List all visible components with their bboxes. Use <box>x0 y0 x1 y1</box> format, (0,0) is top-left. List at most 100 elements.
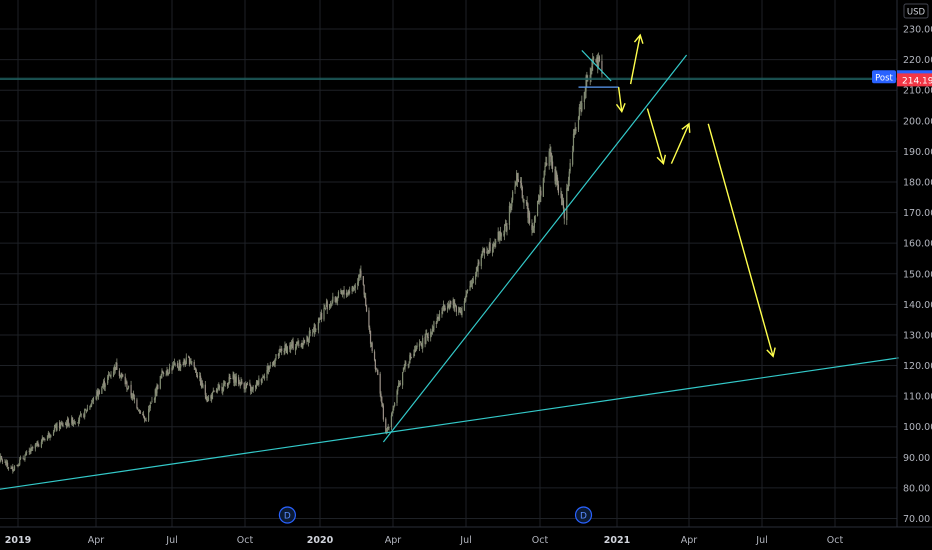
candle-body <box>272 362 274 367</box>
candle-body <box>449 301 451 308</box>
candle-body <box>182 364 184 365</box>
candle-body <box>318 318 320 322</box>
candle-body <box>101 387 103 394</box>
candle-body <box>290 344 293 347</box>
candle-body <box>465 294 467 298</box>
candle-body <box>38 445 40 447</box>
dividend-marker[interactable] <box>278 506 296 524</box>
candle-body <box>363 284 365 295</box>
arrow-head <box>656 154 667 166</box>
currency-badge[interactable] <box>903 3 929 19</box>
candle-body <box>499 231 501 240</box>
candle-body <box>385 418 387 434</box>
candle-body <box>303 340 305 345</box>
candle-body <box>341 291 343 294</box>
y-tick-label: 220.00 <box>903 55 932 66</box>
candle-body <box>410 357 413 358</box>
candle-body <box>125 382 127 384</box>
candle-body <box>11 466 13 469</box>
candle-body <box>394 403 396 407</box>
candle-body <box>459 310 461 313</box>
candle-body <box>31 447 33 449</box>
candle-body <box>340 290 342 293</box>
candle-body <box>221 386 223 391</box>
candle-body <box>514 185 516 190</box>
x-tick-label: 2019 <box>5 535 31 546</box>
candle-body <box>377 369 379 375</box>
y-tick-label: 170.00 <box>903 208 932 219</box>
candle-body <box>183 360 185 364</box>
arrow-shaft <box>646 108 665 164</box>
candle-body <box>458 306 460 313</box>
candle-body <box>55 425 57 430</box>
candle-body <box>477 262 479 272</box>
candle-body <box>334 297 336 303</box>
candle-body <box>199 376 201 378</box>
candle-body <box>416 345 418 348</box>
candle-body <box>376 370 378 372</box>
candle-body <box>193 362 195 368</box>
candle-body <box>373 351 376 361</box>
candle-body <box>424 336 426 344</box>
x-tick-label: Apr <box>681 535 698 546</box>
candle-body <box>277 353 280 356</box>
candle-body <box>286 346 288 354</box>
candle-body <box>114 367 116 371</box>
candle-body <box>153 398 156 401</box>
candle-body <box>466 292 468 294</box>
candle-body <box>581 102 583 111</box>
candle-body <box>435 322 437 325</box>
candle-body <box>167 369 169 373</box>
candle-body <box>255 382 258 388</box>
last-price-badge <box>897 73 932 87</box>
candle-body <box>137 408 139 410</box>
candle-body <box>382 405 384 420</box>
candle-body <box>156 385 158 394</box>
candle-body <box>545 162 547 166</box>
candle-body <box>543 171 545 178</box>
candle-body <box>50 435 52 437</box>
candle-body <box>245 384 247 390</box>
x-tick-label: Jul <box>459 535 471 546</box>
candle-body <box>28 450 30 452</box>
candle-body <box>91 400 94 403</box>
candle-body <box>251 387 253 389</box>
x-tick-label: Jul <box>755 535 767 546</box>
candle-body <box>207 399 209 402</box>
candle-body <box>246 383 248 387</box>
candle-body <box>555 171 557 182</box>
candle-body <box>359 269 361 276</box>
candle-body <box>525 200 527 202</box>
dividend-marker[interactable] <box>574 506 593 524</box>
candle-body <box>325 302 328 307</box>
candle-body <box>201 380 203 388</box>
candle-body <box>34 444 36 449</box>
candle-body <box>84 409 86 417</box>
candle-body <box>402 367 405 371</box>
candle-body <box>499 231 502 237</box>
candle-body <box>49 436 51 438</box>
candle-body <box>219 386 221 388</box>
candle-body <box>157 384 159 390</box>
candle-body <box>580 107 582 112</box>
candle-body <box>59 423 62 429</box>
candle-body <box>520 180 522 183</box>
x-tick-label: 2020 <box>307 535 334 546</box>
candle-body <box>574 129 576 135</box>
candle-body <box>512 191 514 201</box>
candle-body <box>549 150 551 152</box>
candle-body <box>68 424 70 427</box>
candle-body <box>436 318 438 324</box>
candle-body <box>0 456 2 460</box>
candle-body <box>491 247 494 253</box>
candle-body <box>0 456 3 460</box>
candle-body <box>165 374 167 376</box>
candle-body <box>312 331 315 333</box>
candle-body <box>569 163 571 172</box>
candle-body <box>127 388 129 390</box>
candle-body <box>235 376 237 383</box>
candle-body <box>148 407 151 409</box>
candle-body <box>520 182 523 188</box>
candle-body <box>41 438 43 443</box>
